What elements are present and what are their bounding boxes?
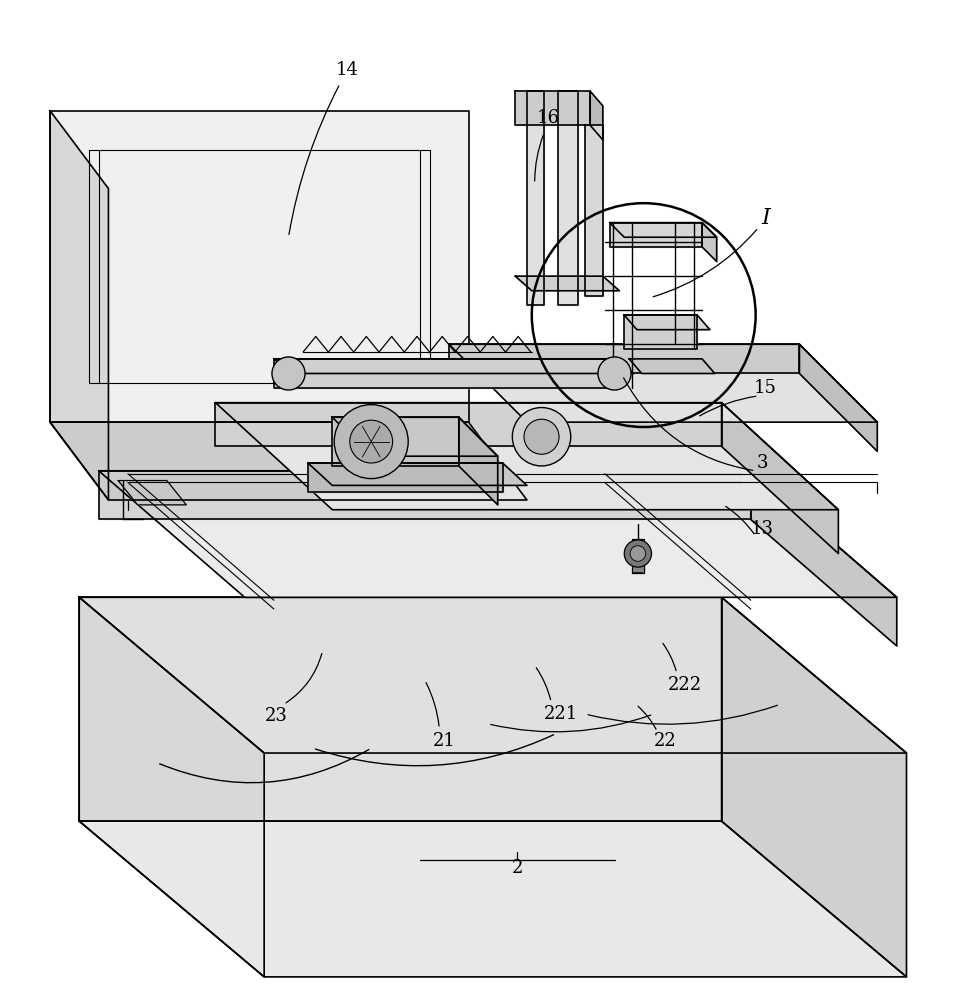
Polygon shape bbox=[799, 344, 877, 451]
Text: 2: 2 bbox=[511, 859, 523, 877]
Text: 21: 21 bbox=[432, 732, 456, 750]
Circle shape bbox=[598, 357, 631, 390]
Polygon shape bbox=[308, 463, 527, 485]
Polygon shape bbox=[99, 471, 751, 519]
Polygon shape bbox=[216, 403, 838, 510]
Circle shape bbox=[334, 405, 408, 479]
Polygon shape bbox=[721, 403, 838, 554]
Polygon shape bbox=[118, 481, 186, 505]
Polygon shape bbox=[586, 125, 603, 296]
Polygon shape bbox=[99, 471, 897, 597]
Polygon shape bbox=[630, 359, 714, 373]
Polygon shape bbox=[79, 597, 907, 753]
Polygon shape bbox=[632, 539, 644, 573]
Polygon shape bbox=[527, 91, 545, 305]
Text: 13: 13 bbox=[751, 520, 774, 538]
Polygon shape bbox=[274, 359, 634, 373]
Polygon shape bbox=[610, 223, 716, 237]
Polygon shape bbox=[515, 91, 590, 125]
Polygon shape bbox=[79, 597, 721, 821]
Circle shape bbox=[524, 419, 559, 454]
Circle shape bbox=[630, 546, 646, 561]
Polygon shape bbox=[625, 315, 710, 330]
Polygon shape bbox=[50, 422, 527, 500]
Circle shape bbox=[625, 540, 652, 567]
Polygon shape bbox=[702, 223, 716, 262]
Circle shape bbox=[512, 408, 571, 466]
Polygon shape bbox=[449, 344, 799, 373]
Text: 222: 222 bbox=[668, 676, 702, 694]
Polygon shape bbox=[625, 315, 697, 349]
Polygon shape bbox=[216, 403, 721, 446]
Text: 23: 23 bbox=[264, 707, 287, 725]
Text: 22: 22 bbox=[654, 732, 676, 750]
Polygon shape bbox=[332, 417, 459, 466]
Polygon shape bbox=[459, 417, 498, 505]
Polygon shape bbox=[590, 91, 603, 140]
Polygon shape bbox=[274, 359, 615, 388]
Polygon shape bbox=[558, 91, 578, 305]
Polygon shape bbox=[515, 276, 620, 291]
Polygon shape bbox=[721, 597, 907, 977]
Polygon shape bbox=[610, 223, 702, 247]
Polygon shape bbox=[332, 417, 498, 456]
Circle shape bbox=[349, 420, 392, 463]
Circle shape bbox=[272, 357, 305, 390]
Polygon shape bbox=[79, 597, 264, 977]
Text: 15: 15 bbox=[753, 379, 777, 397]
Text: 3: 3 bbox=[756, 454, 768, 472]
Polygon shape bbox=[449, 344, 877, 422]
Polygon shape bbox=[79, 821, 907, 977]
Polygon shape bbox=[50, 111, 468, 422]
Text: 14: 14 bbox=[336, 61, 358, 79]
Text: 16: 16 bbox=[537, 109, 560, 127]
Text: I: I bbox=[761, 207, 770, 229]
Polygon shape bbox=[751, 471, 897, 646]
Polygon shape bbox=[50, 111, 108, 500]
Polygon shape bbox=[308, 463, 503, 492]
Text: 221: 221 bbox=[544, 705, 578, 723]
